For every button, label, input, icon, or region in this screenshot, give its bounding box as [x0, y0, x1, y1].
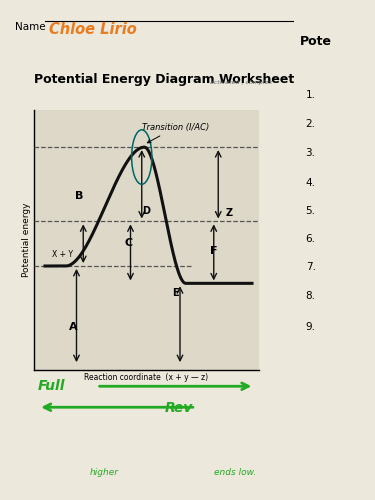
X-axis label: Reaction coordinate  (x + y — z): Reaction coordinate (x + y — z)	[84, 373, 209, 382]
Text: 4.: 4.	[306, 178, 316, 188]
Text: 1.: 1.	[306, 90, 316, 100]
Text: 3.: 3.	[306, 148, 316, 158]
Text: 7.: 7.	[306, 262, 316, 272]
Text: D: D	[142, 206, 150, 216]
Text: Potential Energy Diagram Worksheet: Potential Energy Diagram Worksheet	[34, 72, 294, 86]
Text: A: A	[69, 322, 77, 332]
Text: 5.: 5.	[306, 206, 316, 216]
Text: F: F	[210, 246, 218, 256]
Text: 9.: 9.	[306, 322, 316, 332]
Text: Z: Z	[226, 208, 233, 218]
Text: 8.: 8.	[306, 291, 316, 301]
Text: activated , complex: activated , complex	[210, 80, 272, 85]
Text: Name: Name	[15, 22, 46, 32]
Text: Pote: Pote	[300, 35, 332, 48]
Text: Transition (I/AC): Transition (I/AC)	[142, 123, 209, 143]
Text: X + Y: X + Y	[53, 250, 74, 260]
Text: ends low.: ends low.	[214, 468, 256, 477]
Text: 2.: 2.	[306, 119, 316, 129]
Text: C: C	[124, 238, 132, 248]
Text: higher: higher	[90, 468, 119, 477]
Y-axis label: Potential energy: Potential energy	[22, 203, 31, 277]
Text: Full: Full	[38, 379, 65, 393]
Text: E: E	[172, 288, 179, 298]
Text: Chloe Lirio: Chloe Lirio	[49, 22, 136, 37]
Text: Rev: Rev	[165, 400, 193, 414]
Text: 6.: 6.	[306, 234, 316, 244]
Text: B: B	[75, 191, 83, 201]
